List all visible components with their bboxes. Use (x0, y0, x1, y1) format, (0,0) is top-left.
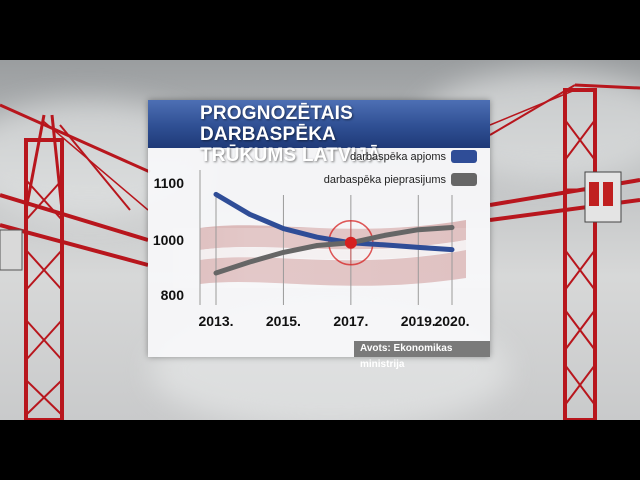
chart-title: PROGNOZĒTAIS DARBASPĒKA TRŪKUMS LATVIJĀ (200, 103, 488, 166)
y-tick-label: 1000 (153, 232, 184, 248)
line-chart: 1100 1000 800 2013. 2015. 2017. 2019.2020. da… (148, 150, 490, 329)
legend-swatch (451, 150, 477, 163)
x-tick-label: 2020. (434, 313, 469, 329)
series-line-1 (213, 191, 455, 253)
right-crane-sign (603, 182, 613, 206)
source-label: Avots: Ekonomikas ministrija (354, 341, 490, 370)
intersection-dot (344, 236, 357, 249)
chart-legend: darbaspēka apjoms darbaspēka pieprasijums (324, 150, 477, 186)
x-tick-label: 2017. (333, 313, 368, 329)
right-crane-sign (589, 182, 599, 206)
chart-title-line2: TRŪKUMS LATVIJĀ (200, 145, 382, 166)
x-axis-ticks: 2013. 2015. 2017. 2019.2020. (198, 313, 469, 329)
series-line-2 (213, 225, 455, 276)
x-tick-label: 2015. (266, 313, 301, 329)
x-tick-label: 2019. (401, 313, 436, 329)
legend-swatch (451, 173, 477, 186)
chart-panel: PROGNOZĒTAIS DARBASPĒKA TRŪKUMS LATVIJĀ … (148, 100, 490, 370)
x-tick-label: 2013. (198, 313, 233, 329)
left-crane-cabin (0, 229, 23, 271)
y-tick-label: 800 (161, 287, 185, 303)
legend-label: darbaspēka apjoms (350, 151, 447, 163)
chart-title-line1: PROGNOZĒTAIS DARBASPĒKA (200, 103, 353, 145)
y-axis-ticks: 1100 1000 800 (153, 175, 184, 303)
panel-header (148, 100, 490, 148)
construction-cranes (0, 83, 640, 420)
chart-series (213, 191, 455, 276)
right-crane-icon (489, 83, 640, 420)
left-crane-icon (0, 103, 151, 420)
y-tick-label: 1100 (154, 175, 185, 191)
legend-label: darbaspēka pieprasijums (324, 174, 447, 186)
